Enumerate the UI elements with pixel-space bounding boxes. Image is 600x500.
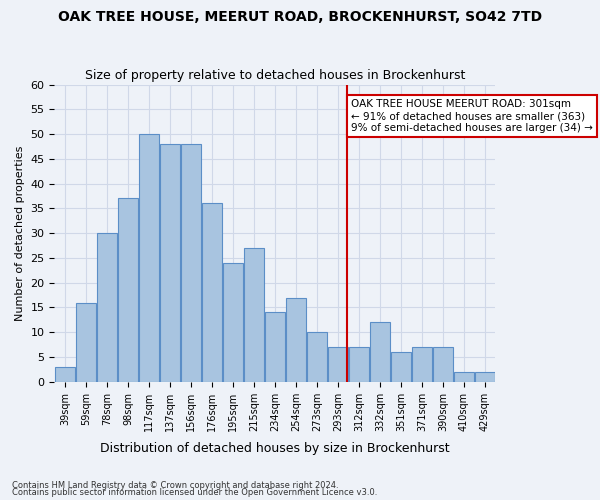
Bar [139, 134, 159, 382]
Bar [76, 302, 96, 382]
Title: Size of property relative to detached houses in Brockenhurst: Size of property relative to detached ho… [85, 69, 465, 82]
Y-axis label: Number of detached properties: Number of detached properties [15, 146, 25, 321]
Bar [475, 372, 495, 382]
Bar [118, 198, 138, 382]
Bar [328, 347, 348, 382]
Bar [160, 144, 180, 382]
Text: Contains public sector information licensed under the Open Government Licence v3: Contains public sector information licen… [12, 488, 377, 497]
Bar [181, 144, 201, 382]
Bar [370, 322, 390, 382]
Bar [412, 347, 432, 382]
Bar [433, 347, 453, 382]
Bar [265, 312, 285, 382]
Bar [223, 263, 243, 382]
Bar [55, 367, 75, 382]
Text: OAK TREE HOUSE MEERUT ROAD: 301sqm
← 91% of detached houses are smaller (363)
9%: OAK TREE HOUSE MEERUT ROAD: 301sqm ← 91%… [351, 100, 593, 132]
Bar [307, 332, 327, 382]
Bar [349, 347, 369, 382]
Bar [244, 248, 264, 382]
X-axis label: Distribution of detached houses by size in Brockenhurst: Distribution of detached houses by size … [100, 442, 450, 455]
Bar [97, 233, 117, 382]
Bar [454, 372, 474, 382]
Bar [202, 204, 222, 382]
Bar [391, 352, 411, 382]
Bar [286, 298, 306, 382]
Text: OAK TREE HOUSE, MEERUT ROAD, BROCKENHURST, SO42 7TD: OAK TREE HOUSE, MEERUT ROAD, BROCKENHURS… [58, 10, 542, 24]
Text: Contains HM Land Registry data © Crown copyright and database right 2024.: Contains HM Land Registry data © Crown c… [12, 480, 338, 490]
